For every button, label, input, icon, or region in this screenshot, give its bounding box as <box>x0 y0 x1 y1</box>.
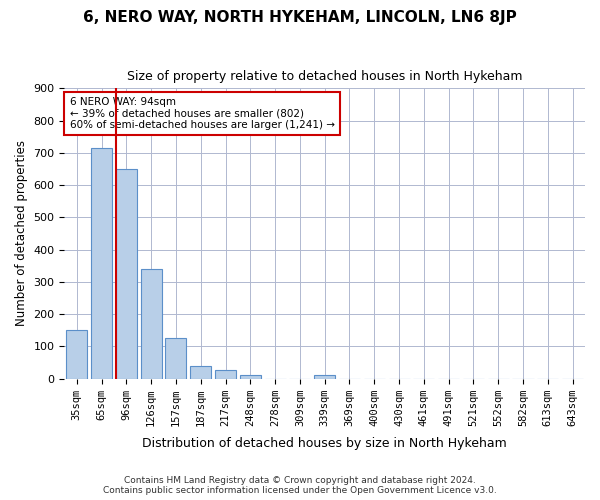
X-axis label: Distribution of detached houses by size in North Hykeham: Distribution of detached houses by size … <box>142 437 507 450</box>
Text: 6 NERO WAY: 94sqm
← 39% of detached houses are smaller (802)
60% of semi-detache: 6 NERO WAY: 94sqm ← 39% of detached hous… <box>70 97 335 130</box>
Bar <box>240 376 261 378</box>
Bar <box>166 338 187 378</box>
Bar <box>314 376 335 378</box>
Bar <box>66 330 88 378</box>
Text: 6, NERO WAY, NORTH HYKEHAM, LINCOLN, LN6 8JP: 6, NERO WAY, NORTH HYKEHAM, LINCOLN, LN6… <box>83 10 517 25</box>
Bar <box>215 370 236 378</box>
Bar <box>116 169 137 378</box>
Bar <box>140 269 162 378</box>
Bar <box>190 366 211 378</box>
Bar <box>91 148 112 378</box>
Y-axis label: Number of detached properties: Number of detached properties <box>15 140 28 326</box>
Title: Size of property relative to detached houses in North Hykeham: Size of property relative to detached ho… <box>127 70 523 83</box>
Text: Contains HM Land Registry data © Crown copyright and database right 2024.
Contai: Contains HM Land Registry data © Crown c… <box>103 476 497 495</box>
